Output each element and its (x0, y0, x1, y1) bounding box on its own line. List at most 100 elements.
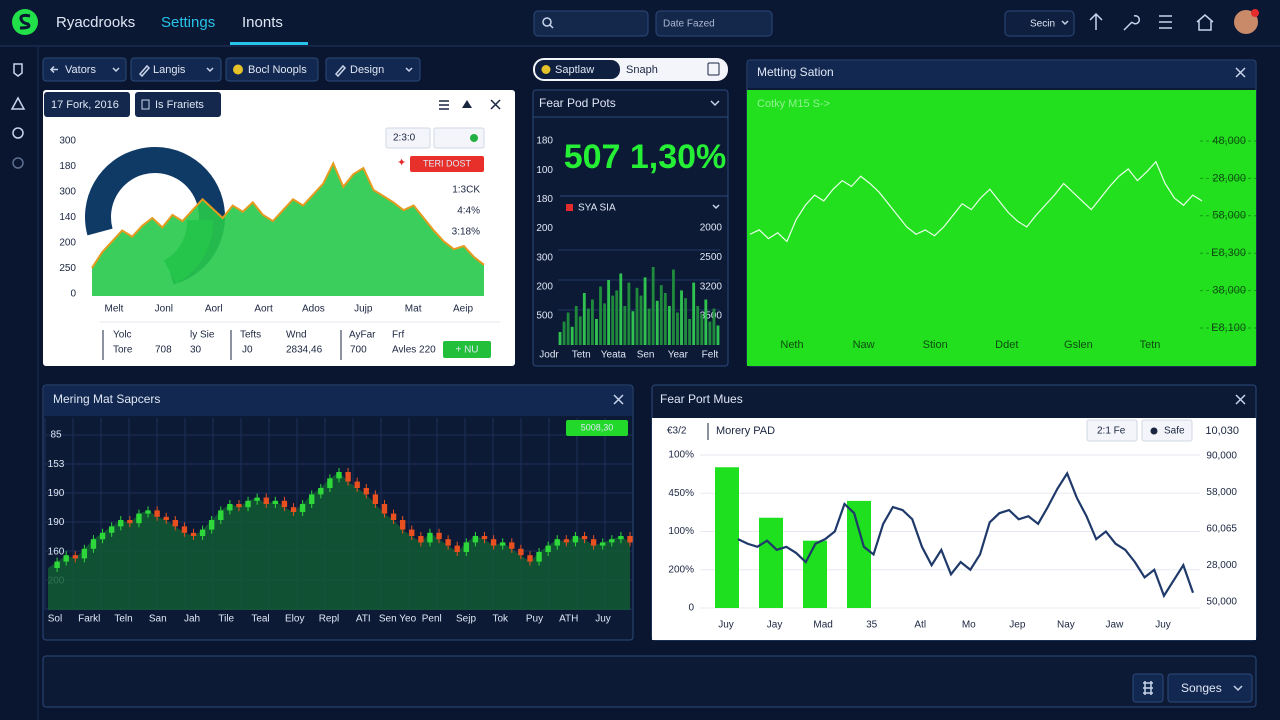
y-label: 100% (668, 526, 694, 537)
chevron (206, 67, 214, 73)
badge (410, 156, 484, 172)
toolbar-button[interactable] (325, 57, 421, 82)
badge (566, 420, 628, 436)
toolbar-button[interactable] (130, 57, 222, 82)
candle-body (254, 497, 260, 501)
bar (847, 500, 871, 608)
table-cell: J0 (242, 345, 253, 356)
x-label: Ados (302, 304, 325, 315)
x-label: Mad (813, 620, 832, 631)
candle-body (490, 539, 497, 546)
y-label: 300 (59, 187, 76, 198)
x-label: 35 (866, 620, 878, 631)
chevron (112, 67, 120, 73)
candle-body (581, 536, 588, 540)
close-icon[interactable] (490, 99, 501, 110)
date-filter[interactable] (655, 10, 773, 37)
candle-body (590, 539, 597, 546)
user-menu[interactable] (1004, 10, 1075, 37)
panel-subtitle: Cotky M15 S-> (757, 98, 830, 110)
table-action-label: + NU (455, 345, 478, 356)
nav-item[interactable]: Settings (161, 14, 215, 31)
x-label: Jodr (539, 350, 559, 361)
y-label: 38,000 (1212, 285, 1246, 297)
panel-button[interactable] (385, 127, 431, 149)
search-pill-label: Saptlaw (555, 64, 594, 76)
candle-body (472, 536, 479, 543)
brand[interactable]: Ryacdrooks (56, 14, 135, 31)
back-icon (49, 65, 58, 74)
bar (558, 332, 562, 345)
home-icon[interactable] (1196, 14, 1214, 31)
panel-button[interactable] (433, 127, 485, 149)
chevron (405, 67, 413, 73)
y-label: 180 (59, 161, 76, 172)
candle-body (445, 539, 451, 546)
search-pill-tab[interactable] (535, 60, 620, 79)
bar (803, 540, 827, 608)
badge-icon: ✦ (397, 157, 406, 169)
candle-body (600, 542, 606, 546)
close-icon[interactable] (613, 394, 624, 405)
bar (712, 308, 716, 345)
sidebar-icon[interactable] (12, 157, 24, 169)
candle-body (345, 472, 351, 482)
table-header: Yolc (113, 330, 132, 341)
tab-label: Is Frariets (155, 99, 204, 111)
search-box[interactable] (533, 10, 649, 37)
chevron[interactable] (710, 100, 720, 107)
bar (591, 299, 594, 345)
panel (532, 89, 729, 367)
candle-body (290, 507, 297, 512)
calendar-icon[interactable] (707, 62, 720, 76)
bar (688, 319, 692, 345)
sidebar-icon[interactable] (12, 127, 24, 139)
candle-body (481, 536, 488, 540)
table-cell: 700 (350, 345, 367, 356)
footer-bar (42, 655, 1257, 708)
toolbar-button[interactable] (225, 57, 319, 82)
y-label: 500 (536, 311, 553, 322)
x-label: Teln (114, 614, 132, 625)
tab[interactable] (44, 92, 130, 117)
candle-body (372, 494, 379, 504)
y-label: 50,000 (1206, 597, 1237, 608)
nav-item[interactable]: Inonts (242, 14, 283, 31)
x-label: Jaw (1106, 620, 1125, 631)
sidebar-icon[interactable] (10, 96, 26, 110)
toolbar-button[interactable] (42, 57, 127, 82)
candle-body (145, 510, 151, 514)
bar (599, 286, 602, 345)
x-label: Jep (1009, 620, 1026, 631)
sidebar-icon[interactable] (13, 63, 23, 77)
list-icon[interactable] (1159, 15, 1172, 29)
menu-icon[interactable] (439, 100, 449, 110)
close-icon[interactable] (1235, 394, 1246, 405)
x-label: Naw (853, 339, 875, 351)
candle-body (181, 526, 188, 533)
pin-icon[interactable] (462, 100, 472, 108)
candle-body (118, 520, 124, 527)
candle-body (436, 532, 442, 540)
chevron[interactable] (712, 204, 720, 210)
bar (655, 300, 659, 345)
search-icon-handle (549, 24, 554, 29)
upload-icon[interactable] (1089, 12, 1103, 30)
bar (562, 321, 566, 345)
avatar[interactable] (1234, 10, 1258, 34)
y-label: E8,300 (1211, 247, 1246, 259)
candle-body (527, 555, 533, 562)
close-icon[interactable] (1235, 67, 1246, 78)
footer-menu[interactable] (1167, 673, 1253, 703)
bar (659, 285, 663, 345)
panel-title: Metting Sation (757, 65, 834, 79)
x-label: Tetn (1140, 339, 1161, 351)
table-cell: 708 (155, 345, 172, 356)
edit-icon (138, 64, 151, 78)
bar (700, 313, 704, 345)
table-action[interactable] (443, 341, 491, 358)
panel-button[interactable] (1141, 419, 1193, 442)
tab[interactable] (135, 92, 221, 117)
tool-icon[interactable] (1123, 15, 1141, 31)
panel-button[interactable] (1086, 419, 1138, 442)
